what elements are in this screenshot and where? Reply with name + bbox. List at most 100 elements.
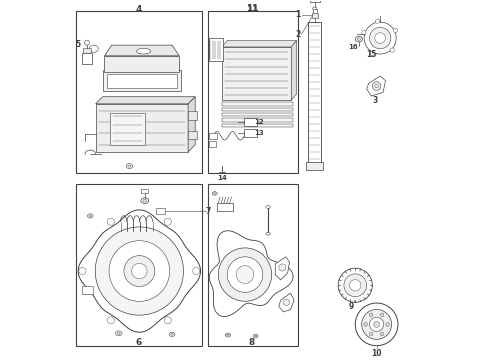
Text: 3: 3 xyxy=(372,96,377,105)
Bar xyxy=(222,108,293,111)
Circle shape xyxy=(386,323,390,326)
Bar xyxy=(308,22,321,163)
Bar xyxy=(208,184,298,346)
Polygon shape xyxy=(96,104,188,152)
Ellipse shape xyxy=(171,333,173,335)
Bar xyxy=(306,162,323,170)
Circle shape xyxy=(369,313,373,316)
Circle shape xyxy=(338,268,372,302)
Polygon shape xyxy=(188,111,197,120)
Bar xyxy=(209,38,223,61)
Circle shape xyxy=(132,263,147,279)
Circle shape xyxy=(85,40,90,45)
Polygon shape xyxy=(104,45,179,56)
Bar xyxy=(312,13,318,18)
Circle shape xyxy=(380,332,384,336)
Ellipse shape xyxy=(225,333,231,337)
Circle shape xyxy=(107,218,115,225)
Ellipse shape xyxy=(266,206,270,208)
Ellipse shape xyxy=(266,232,270,235)
Circle shape xyxy=(109,241,170,301)
Bar xyxy=(217,203,233,211)
Polygon shape xyxy=(78,210,200,332)
Circle shape xyxy=(362,310,392,339)
Polygon shape xyxy=(188,97,195,152)
Circle shape xyxy=(370,51,374,55)
Text: 1: 1 xyxy=(295,10,300,19)
Text: 5: 5 xyxy=(75,40,80,49)
Text: 7: 7 xyxy=(206,207,211,216)
Circle shape xyxy=(369,27,391,49)
Circle shape xyxy=(380,313,384,316)
Bar xyxy=(107,73,177,88)
Text: 16: 16 xyxy=(348,44,358,50)
Bar xyxy=(310,0,319,3)
Text: 9: 9 xyxy=(349,302,354,311)
Circle shape xyxy=(164,218,171,225)
Circle shape xyxy=(344,274,367,297)
Circle shape xyxy=(374,321,379,327)
Circle shape xyxy=(219,248,271,301)
Ellipse shape xyxy=(141,198,148,203)
Bar xyxy=(222,103,293,105)
Circle shape xyxy=(369,332,373,336)
Ellipse shape xyxy=(355,36,363,42)
Bar xyxy=(209,133,217,139)
Circle shape xyxy=(369,317,384,332)
Polygon shape xyxy=(104,56,179,72)
Bar xyxy=(76,184,202,346)
Bar xyxy=(244,118,257,126)
Polygon shape xyxy=(209,231,293,316)
Bar xyxy=(103,70,181,91)
Text: 10: 10 xyxy=(371,348,382,357)
Ellipse shape xyxy=(126,163,133,168)
Bar xyxy=(222,118,293,122)
Polygon shape xyxy=(222,41,296,47)
Text: 11: 11 xyxy=(246,5,258,14)
Text: 4: 4 xyxy=(135,5,142,14)
Bar xyxy=(222,113,293,116)
Text: 14: 14 xyxy=(217,175,227,181)
Circle shape xyxy=(362,31,366,35)
Circle shape xyxy=(193,267,200,275)
Circle shape xyxy=(349,280,361,291)
Bar xyxy=(313,9,317,14)
Bar xyxy=(222,47,291,100)
Ellipse shape xyxy=(227,334,229,336)
Bar xyxy=(156,208,165,214)
Circle shape xyxy=(107,317,115,324)
Polygon shape xyxy=(367,76,386,96)
Ellipse shape xyxy=(89,45,98,52)
Bar xyxy=(82,286,94,294)
Circle shape xyxy=(355,303,398,346)
Ellipse shape xyxy=(169,332,175,337)
Ellipse shape xyxy=(143,199,147,202)
Text: 11: 11 xyxy=(246,4,258,13)
Polygon shape xyxy=(96,97,195,104)
Text: 15: 15 xyxy=(366,50,376,59)
Bar xyxy=(222,124,293,127)
Circle shape xyxy=(283,299,290,306)
Bar xyxy=(83,48,91,53)
Ellipse shape xyxy=(313,7,317,10)
Text: 13: 13 xyxy=(254,130,264,136)
Ellipse shape xyxy=(116,331,122,336)
Polygon shape xyxy=(279,293,294,312)
Polygon shape xyxy=(291,41,296,100)
Circle shape xyxy=(364,323,368,326)
Circle shape xyxy=(375,19,380,23)
Circle shape xyxy=(372,82,381,90)
Circle shape xyxy=(164,317,171,324)
Polygon shape xyxy=(275,257,290,280)
Circle shape xyxy=(375,33,386,43)
Bar xyxy=(110,113,146,145)
Circle shape xyxy=(236,266,254,283)
Text: 6: 6 xyxy=(135,338,142,347)
Text: 12: 12 xyxy=(254,119,264,125)
Bar xyxy=(208,12,298,173)
Circle shape xyxy=(364,22,396,54)
Bar xyxy=(82,53,92,64)
Ellipse shape xyxy=(89,215,92,217)
Text: 2: 2 xyxy=(295,30,300,39)
Ellipse shape xyxy=(253,334,258,338)
